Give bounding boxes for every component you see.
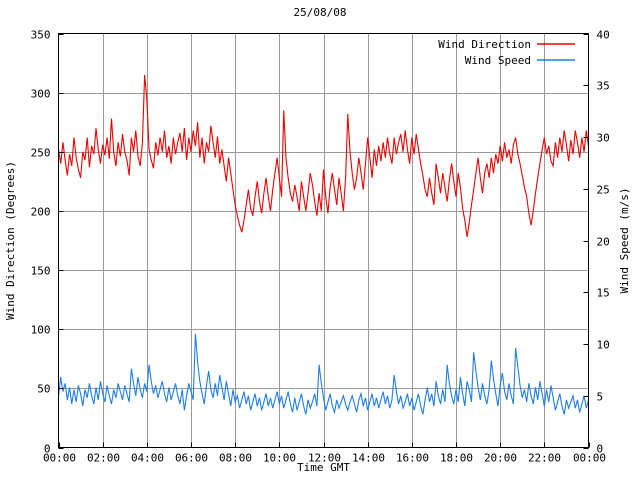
plot-frame — [57, 32, 590, 449]
axis-labels-layer: 0 50 100 150 200 250 300 350 0 5 10 15 20 25 30 35 40 00:… — [4, 29, 631, 475]
y2-tick-label: 20 — [597, 236, 610, 249]
y2-tick-label: 30 — [597, 132, 610, 145]
y2-tick-label: 15 — [597, 287, 610, 300]
y2-tick-label: 25 — [597, 184, 610, 197]
series-layer — [57, 74, 590, 415]
x-tick-label: 00:00 — [43, 452, 76, 465]
legend-label-wind-direction: Wind Direction — [438, 38, 531, 51]
x-tick-label: 02:00 — [87, 452, 120, 465]
y2-tick-label: 10 — [597, 339, 610, 352]
legend: Wind Direction Wind Speed — [438, 38, 575, 67]
y-tick-label: 150 — [31, 265, 51, 278]
y-tick-label: 50 — [37, 383, 50, 396]
x-tick-label: 18:00 — [440, 452, 473, 465]
x-tick-label: 06:00 — [175, 452, 208, 465]
x-tick-label: 00:00 — [573, 452, 606, 465]
series-line-wind-speed — [57, 333, 590, 415]
x-tick-label: 22:00 — [528, 452, 561, 465]
y2-tick-label: 5 — [597, 391, 604, 404]
y2-tick-label: 35 — [597, 80, 610, 93]
y-tick-label: 100 — [31, 324, 51, 337]
y2-tick-label: 40 — [597, 29, 610, 42]
y-tick-label: 200 — [31, 206, 51, 219]
frame-layer — [57, 32, 590, 449]
x-tick-label: 10:00 — [263, 452, 296, 465]
y-tick-label: 0 — [44, 443, 51, 456]
x-tick-label: 16:00 — [396, 452, 429, 465]
legend-label-wind-speed: Wind Speed — [465, 54, 531, 67]
y-tick-label: 300 — [31, 88, 51, 101]
x-tick-label: 08:00 — [219, 452, 252, 465]
y-tick-label: 350 — [31, 29, 51, 42]
chart-title: 25/08/08 — [293, 6, 347, 19]
y2-axis-title: Wind Speed (m/s) — [618, 188, 631, 294]
x-tick-label: 04:00 — [131, 452, 164, 465]
x-tick-label: 14:00 — [352, 452, 385, 465]
ticks-layer — [58, 33, 591, 450]
x-tick-label: 20:00 — [484, 452, 517, 465]
x-tick-label: 12:00 — [308, 452, 341, 465]
y-axis-title: Wind Direction (Degrees) — [4, 161, 17, 320]
series-line-wind-direction — [57, 74, 590, 238]
x-axis-title: Time GMT — [297, 461, 350, 474]
y2-tick-label: 0 — [597, 443, 604, 456]
y-tick-label: 250 — [31, 147, 51, 160]
